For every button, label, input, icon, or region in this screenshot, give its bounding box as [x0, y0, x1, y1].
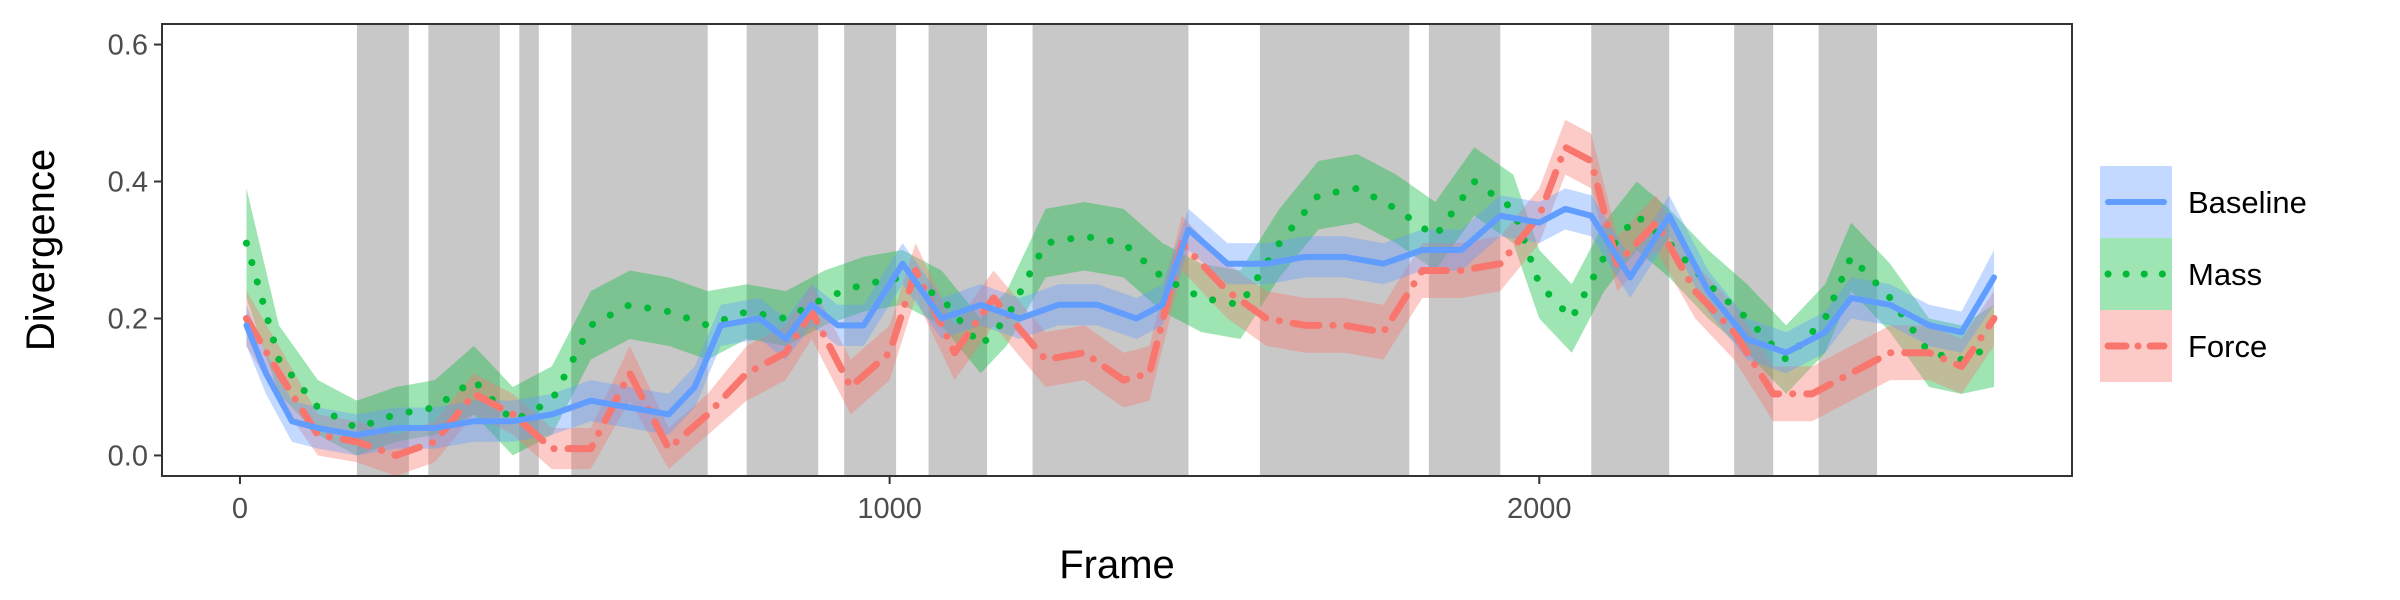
x-axis-title: Frame — [1059, 543, 1175, 587]
x-tick-label: 0 — [232, 493, 248, 525]
confidence-band-baseline — [246, 188, 1995, 456]
legend-label: Force — [2188, 329, 2267, 364]
legend-item-baseline: Baseline — [2100, 166, 2307, 238]
y-axis: 0.0 0.2 0.4 0.6 — [108, 30, 162, 472]
shaded-interval — [746, 24, 819, 476]
x-axis: 0 1000 2000 — [232, 476, 1572, 525]
x-tick-label: 1000 — [857, 493, 922, 525]
confidence-band-mass — [246, 147, 1995, 456]
y-tick-label: 0.4 — [108, 167, 148, 199]
shaded-interval — [356, 24, 409, 476]
y-tick-label: 0.0 — [108, 440, 148, 472]
plot-border — [161, 23, 2073, 477]
shaded-interval — [844, 24, 897, 476]
confidence-bands — [246, 119, 1995, 476]
series-line-force — [242, 143, 1998, 459]
legend-label: Mass — [2188, 257, 2262, 292]
shaded-interval — [1259, 24, 1410, 476]
legend-item-force: Force — [2100, 310, 2267, 382]
series-line-mass — [242, 178, 1998, 432]
shaded-interval — [1032, 24, 1189, 476]
shaded-interval — [1591, 24, 1670, 476]
shaded-interval — [519, 24, 539, 476]
series-lines — [242, 143, 1998, 459]
legend-item-mass: Mass — [2100, 238, 2262, 310]
y-tick-label: 0.2 — [108, 303, 148, 335]
plot-area — [242, 24, 1998, 476]
y-axis-title: Divergence — [19, 149, 63, 351]
shaded-interval — [1818, 24, 1878, 476]
legend-label: Baseline — [2188, 185, 2307, 220]
shaded-interval — [928, 24, 988, 476]
legend: Baseline Mass Force — [2100, 166, 2307, 382]
confidence-band-force — [246, 119, 1995, 476]
y-tick-label: 0.6 — [108, 30, 148, 62]
x-tick-label: 2000 — [1507, 493, 1572, 525]
shaded-interval — [1734, 24, 1774, 476]
series-line-baseline — [243, 205, 1998, 438]
